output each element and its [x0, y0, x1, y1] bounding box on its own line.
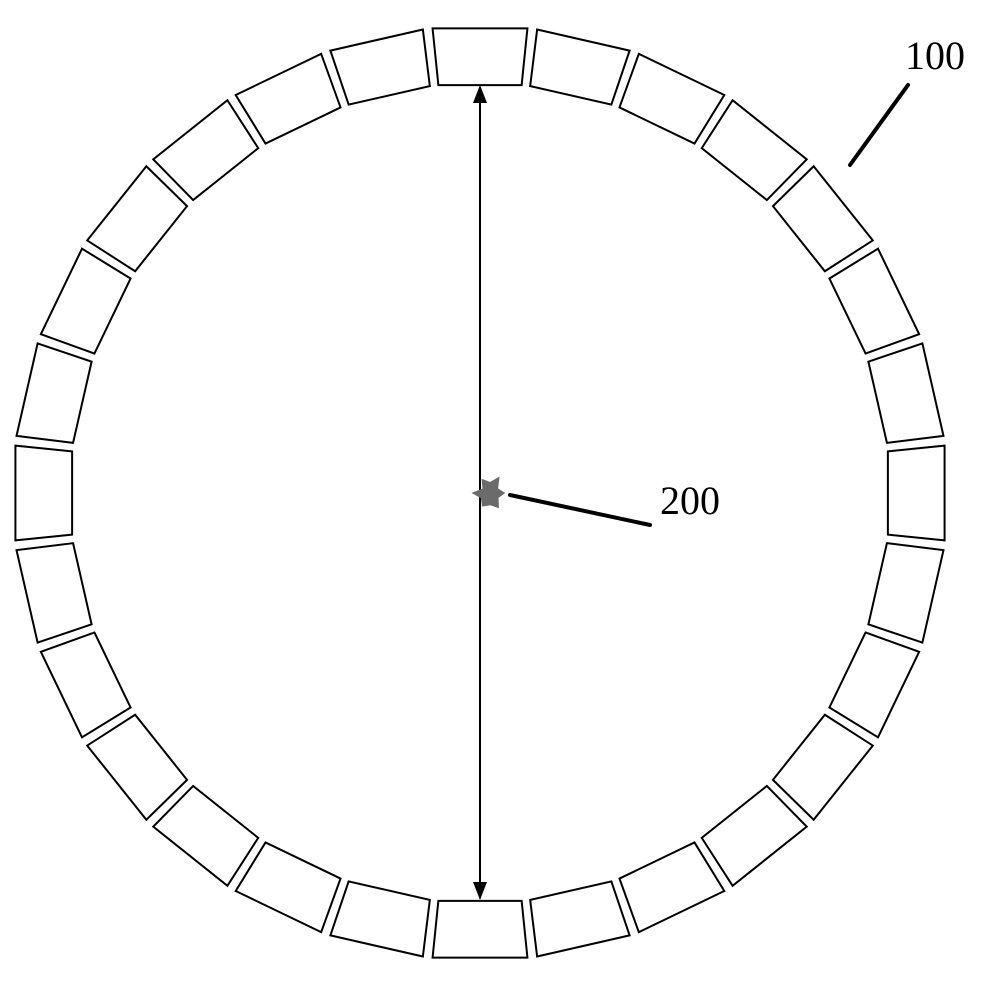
- detector-block: [17, 543, 92, 642]
- detector-block: [41, 249, 131, 354]
- center-mark: [473, 477, 505, 507]
- detector-block: [153, 100, 258, 200]
- detector-block: [619, 54, 724, 144]
- callout-line-ring-label: [850, 85, 908, 165]
- diagram-canvas: 100 200: [0, 0, 1000, 983]
- detector-block: [702, 786, 807, 886]
- callout-label-ring-label: 100: [905, 33, 965, 78]
- detector-block: [15, 446, 72, 541]
- detector-block: [530, 30, 629, 105]
- callout-label-center-label: 200: [660, 478, 720, 523]
- detector-block: [829, 632, 919, 737]
- detector-block: [530, 881, 629, 956]
- callout-line-center-label: [510, 495, 650, 525]
- detector-block: [868, 343, 943, 442]
- arrowhead-bottom: [473, 882, 487, 900]
- detector-block: [153, 786, 258, 886]
- diagram-svg: 100 200: [0, 0, 1000, 983]
- detector-block: [41, 632, 131, 737]
- detector-block: [433, 901, 528, 958]
- detector-block: [829, 249, 919, 354]
- detector-block: [773, 715, 873, 820]
- detector-block: [702, 100, 807, 200]
- arrowhead-top: [473, 85, 487, 103]
- detector-block: [87, 166, 187, 271]
- detector-block: [619, 842, 724, 932]
- detector-block: [330, 30, 429, 105]
- detector-block: [868, 543, 943, 642]
- detector-block: [236, 842, 341, 932]
- detector-block: [330, 881, 429, 956]
- detector-block: [17, 343, 92, 442]
- detector-block: [87, 715, 187, 820]
- detector-block: [236, 54, 341, 144]
- detector-block: [433, 28, 528, 85]
- detector-block: [773, 166, 873, 271]
- detector-block: [888, 446, 945, 541]
